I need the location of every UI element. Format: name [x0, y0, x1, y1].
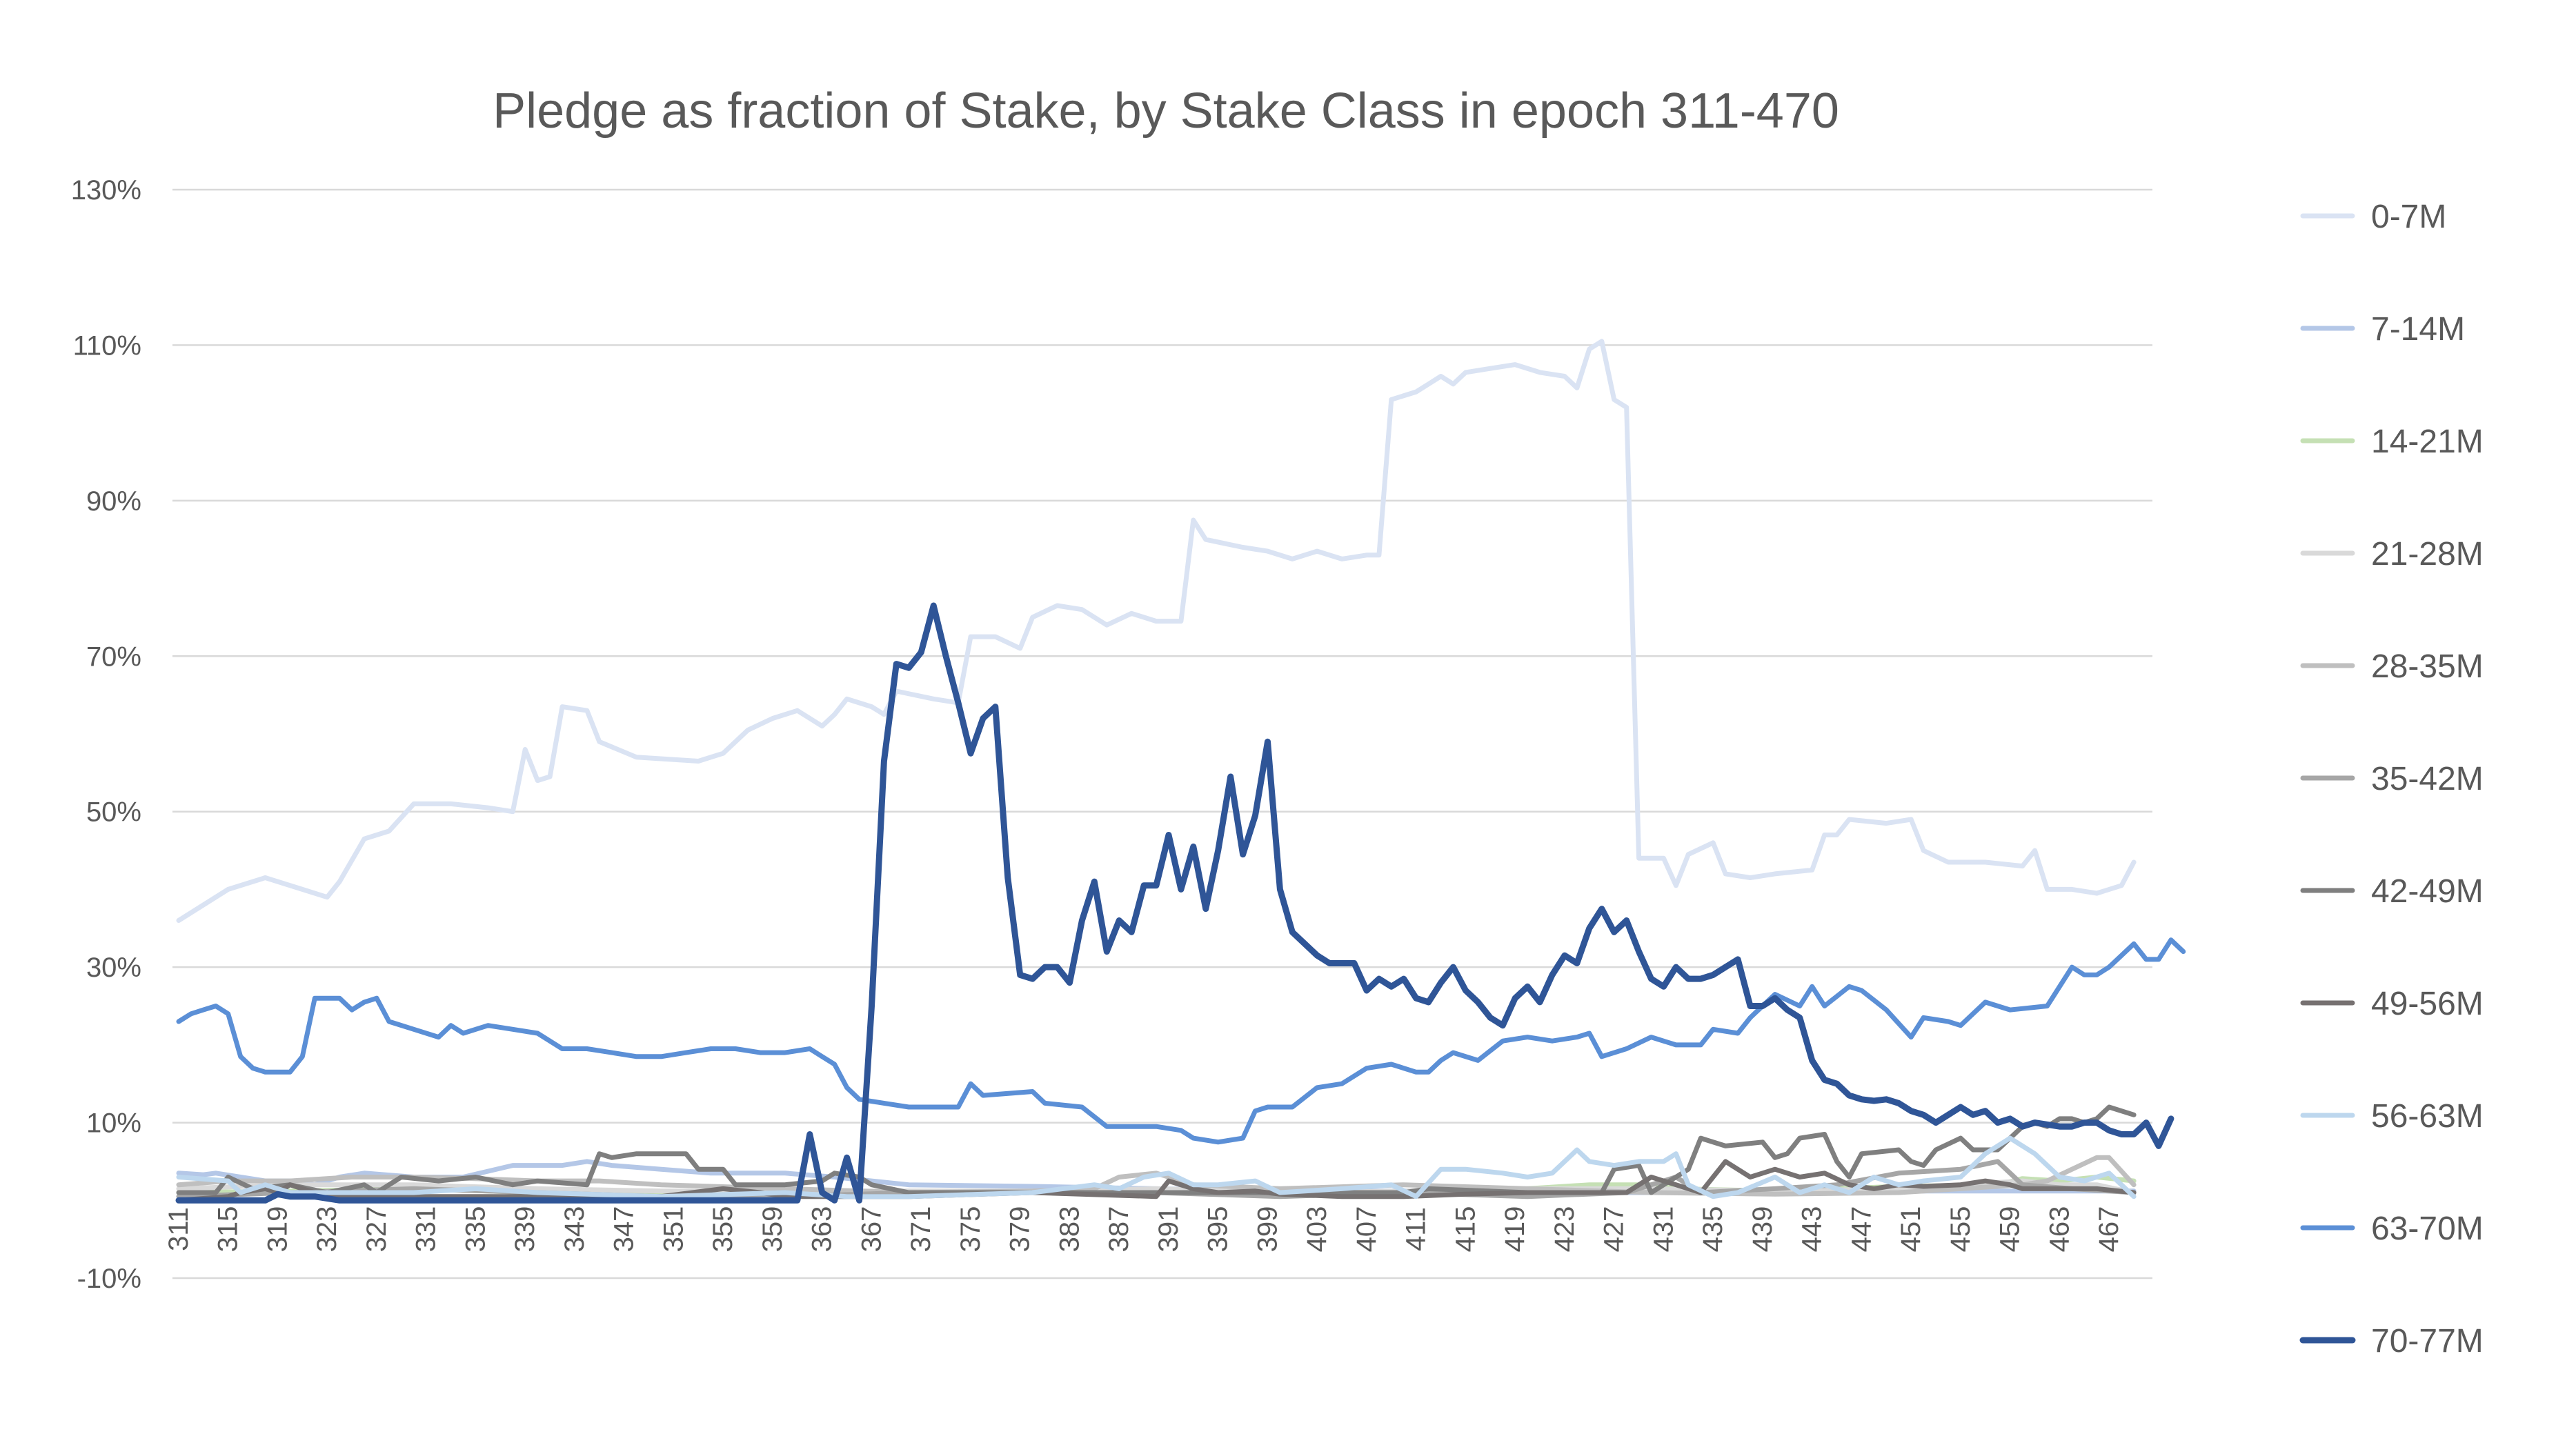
x-tick-label: 383 [1054, 1206, 1084, 1253]
x-tick-label: 443 [1797, 1206, 1827, 1253]
x-tick-label: 335 [460, 1206, 491, 1253]
x-tick-label: 411 [1401, 1207, 1431, 1251]
y-tick-label: 30% [86, 953, 141, 983]
x-tick-label: 355 [708, 1206, 738, 1253]
legend-label: 56-63M [2371, 1098, 2484, 1135]
legend-label: 28-35M [2371, 648, 2484, 685]
x-tick-label: 347 [609, 1206, 640, 1253]
legend-label: 14-21M [2371, 424, 2484, 460]
series-line-28-35M [176, 1155, 2137, 1197]
x-tick-label: 343 [559, 1206, 590, 1253]
x-tick-label: 451 [1896, 1206, 1926, 1253]
x-tick-label: 311 [164, 1207, 194, 1251]
x-tick-label: 455 [1945, 1206, 1976, 1253]
x-tick-label: 419 [1500, 1206, 1530, 1253]
x-tick-label: 319 [262, 1206, 293, 1253]
series-lines [175, 339, 2186, 1204]
legend-label: 63-70M [2371, 1211, 2484, 1247]
series-line-70-77M [175, 602, 2174, 1204]
x-tick-label: 463 [2044, 1206, 2074, 1253]
legend-label: 49-56M [2371, 986, 2484, 1022]
x-tick-label: 327 [361, 1206, 392, 1253]
legend-label: 0-7M [2371, 199, 2446, 235]
legend-label: 70-77M [2371, 1323, 2484, 1360]
x-tick-label: 435 [1698, 1206, 1728, 1253]
x-tick-label: 351 [658, 1206, 688, 1253]
x-tick-label: 323 [312, 1206, 342, 1253]
x-tick-label: 371 [906, 1206, 936, 1253]
x-tick-label: 363 [807, 1206, 838, 1253]
x-tick-label: 375 [955, 1206, 986, 1253]
legend-label: 35-42M [2371, 761, 2484, 797]
x-tick-label: 415 [1450, 1206, 1480, 1253]
x-tick-label: 407 [1351, 1206, 1382, 1253]
x-tick-label: 379 [1005, 1206, 1036, 1253]
y-tick-label: -10% [77, 1264, 141, 1294]
series-line-63-70M [176, 937, 2186, 1145]
y-tick-label: 110% [73, 330, 141, 361]
legend: 0-7M 7-14M 14-21M 21-28M 28-35M 35-42M 42-49M 4… [2299, 199, 2484, 1360]
x-tick-label: 423 [1549, 1206, 1580, 1253]
x-tick-label: 403 [1302, 1206, 1332, 1253]
x-tick-label: 331 [411, 1206, 442, 1253]
legend-label: 21-28M [2371, 536, 2484, 572]
y-tick-label: 50% [86, 797, 141, 828]
x-tick-label: 367 [856, 1206, 886, 1253]
x-tick-label: 459 [1995, 1206, 2025, 1253]
x-tick-label: 339 [510, 1206, 540, 1253]
legend-label: 42-49M [2371, 873, 2484, 910]
series-line-56-63M [176, 1135, 2137, 1199]
series-line-0-7M [176, 339, 2137, 923]
x-tick-label: 467 [2094, 1206, 2124, 1253]
y-tick-label: 70% [86, 641, 141, 672]
x-tick-label: 447 [1846, 1206, 1876, 1253]
x-axis-tick-labels: 311 315 319 323 327 331 335 339 343 347 351 355 359 3… [164, 1206, 2124, 1253]
y-tick-label: 90% [86, 486, 141, 517]
x-tick-label: 439 [1747, 1206, 1778, 1253]
x-tick-label: 431 [1648, 1206, 1678, 1253]
y-tick-label: 130% [71, 175, 141, 206]
x-tick-label: 391 [1153, 1206, 1184, 1253]
chart-title: Pledge as fraction of Stake, by Stake Cl… [493, 83, 1839, 139]
x-tick-label: 359 [757, 1206, 788, 1253]
x-tick-label: 387 [1104, 1206, 1134, 1253]
x-tick-label: 395 [1203, 1206, 1233, 1253]
x-tick-label: 399 [1252, 1206, 1282, 1253]
legend-label: 7-14M [2371, 311, 2465, 348]
x-tick-label: 315 [213, 1206, 244, 1253]
x-tick-label: 427 [1599, 1206, 1629, 1253]
y-axis-tick-labels: -10% 10% 30% 50% 70% 90% 110% 130% [71, 175, 141, 1294]
y-tick-label: 10% [86, 1108, 141, 1139]
